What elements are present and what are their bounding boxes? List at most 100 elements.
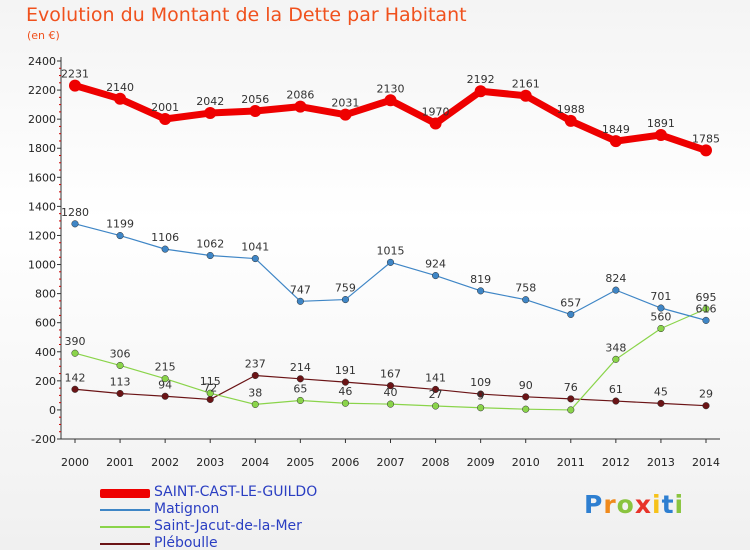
- data-point: [71, 385, 79, 393]
- y-tick-label: 2000: [28, 113, 56, 126]
- data-point: [567, 310, 575, 318]
- logo-letter: P: [584, 490, 604, 519]
- x-tick-label: 2014: [692, 456, 720, 469]
- data-point: [249, 105, 262, 118]
- data-label: 657: [560, 296, 581, 309]
- data-label: 1988: [557, 103, 585, 116]
- legend-item-saint-jacut: Saint-Jacut-de-la-Mer: [100, 518, 430, 535]
- legend-item-pleboulle: Pléboulle: [100, 535, 430, 552]
- data-label: 2231: [61, 68, 89, 81]
- x-tick-label: 2002: [151, 456, 179, 469]
- data-label: 109: [470, 376, 491, 389]
- data-label: 2192: [467, 73, 495, 86]
- logo-letter: i: [652, 490, 662, 519]
- data-point: [477, 287, 485, 295]
- data-point: [522, 393, 530, 401]
- logo-letter: i: [674, 490, 685, 519]
- data-label: 61: [609, 383, 623, 396]
- data-label: 72: [203, 381, 217, 394]
- data-point: [114, 92, 127, 105]
- y-tick-label: 600: [35, 317, 56, 330]
- data-point: [700, 144, 712, 157]
- data-label: 616: [696, 302, 717, 315]
- legend-swatch: [100, 526, 150, 528]
- x-tick-label: 2000: [61, 456, 89, 469]
- data-label: 142: [65, 371, 86, 384]
- data-point: [564, 114, 577, 127]
- x-tick-label: 2010: [512, 456, 540, 469]
- y-tick-label: 800: [35, 288, 56, 301]
- data-label: 1785: [692, 132, 720, 145]
- data-label: 824: [605, 272, 626, 285]
- chart-subtitle: (en €): [27, 29, 60, 42]
- y-tick-label: -200: [31, 433, 56, 446]
- data-point: [116, 232, 124, 240]
- data-label: 2042: [196, 95, 224, 108]
- data-point: [612, 355, 620, 363]
- data-point: [702, 316, 710, 324]
- legend-swatch: [100, 509, 150, 511]
- data-point: [612, 397, 620, 405]
- legend-swatch: [100, 489, 150, 498]
- data-point: [161, 245, 169, 253]
- data-point: [432, 385, 440, 393]
- data-label: 38: [248, 386, 262, 399]
- data-label: 214: [290, 361, 311, 374]
- data-point: [116, 361, 124, 369]
- data-label: 390: [65, 335, 86, 348]
- data-point: [657, 304, 665, 312]
- data-point: [161, 392, 169, 400]
- data-point: [432, 272, 440, 280]
- legend-label: Matignon: [154, 501, 220, 517]
- data-label: 94: [158, 378, 172, 391]
- data-label: 90: [519, 379, 533, 392]
- data-point: [702, 402, 710, 410]
- data-label: 1891: [647, 117, 675, 130]
- data-point: [204, 107, 217, 120]
- data-point: [251, 400, 259, 408]
- data-label: 306: [110, 347, 131, 360]
- data-label: 2086: [286, 89, 314, 102]
- data-point: [296, 297, 304, 305]
- data-label: 45: [654, 385, 668, 398]
- x-tick-label: 2003: [196, 456, 224, 469]
- data-label: 46: [338, 385, 352, 398]
- y-tick-label: 2400: [28, 55, 56, 68]
- data-label: 237: [245, 357, 266, 370]
- y-tick-label: 1000: [28, 259, 56, 272]
- x-tick-label: 2009: [467, 456, 495, 469]
- data-label: 76: [564, 381, 578, 394]
- data-point: [296, 375, 304, 383]
- data-label: 1106: [151, 231, 179, 244]
- data-label: 2140: [106, 81, 134, 94]
- data-point: [522, 296, 530, 304]
- x-tick-label: 2008: [422, 456, 450, 469]
- data-label: 29: [699, 388, 713, 401]
- data-point: [657, 324, 665, 333]
- line-chart: -200 0 200 400 600 800 1000 1200 1400 1600 1800 200…: [28, 55, 720, 469]
- data-point: [294, 100, 307, 113]
- legend-label: Pléboulle: [154, 535, 218, 551]
- data-point: [432, 402, 440, 410]
- data-label: 1280: [61, 206, 89, 219]
- legend-label: Saint-Jacut-de-la-Mer: [154, 518, 302, 534]
- data-label: 348: [605, 341, 626, 354]
- data-point: [522, 405, 530, 413]
- legend-item-matignon: Matignon: [100, 501, 430, 518]
- data-point: [384, 94, 397, 107]
- x-tick-label: 2012: [602, 456, 630, 469]
- data-point: [341, 378, 349, 386]
- logo-letter: r: [603, 490, 617, 519]
- logo-letter: t: [661, 490, 675, 519]
- data-label: 695: [696, 291, 717, 304]
- data-label: 2031: [331, 97, 359, 110]
- x-tick-label: 2005: [286, 456, 314, 469]
- y-tick-label: 1600: [28, 171, 56, 184]
- y-tick-label: 1800: [28, 142, 56, 155]
- data-point: [477, 390, 485, 398]
- data-label: 819: [470, 273, 491, 286]
- data-point: [386, 258, 395, 266]
- data-point: [339, 108, 352, 121]
- data-point: [609, 135, 622, 148]
- logo-letter: x: [634, 490, 652, 519]
